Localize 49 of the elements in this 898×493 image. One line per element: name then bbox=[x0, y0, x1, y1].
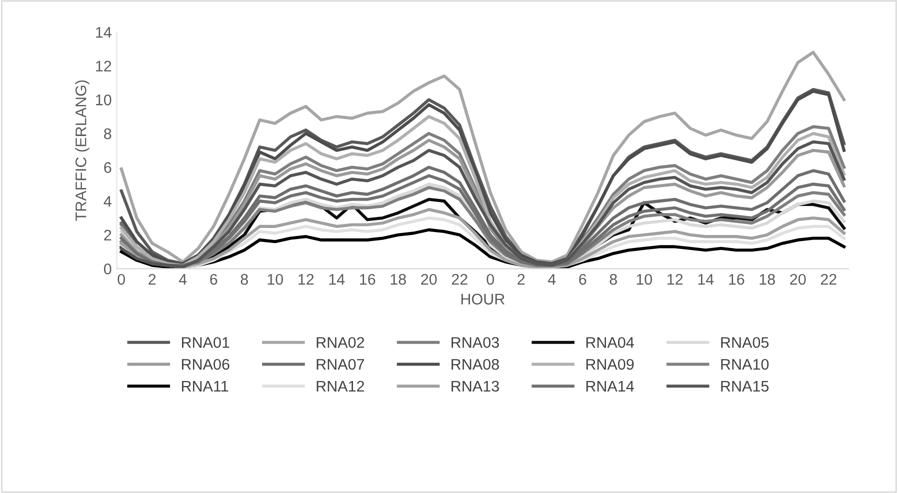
legend-label: RNA12 bbox=[316, 380, 364, 392]
legend-label: RNA04 bbox=[586, 337, 634, 348]
y-tick-label: 8 bbox=[104, 128, 112, 140]
y-tick-label: 10 bbox=[96, 94, 112, 106]
y-axis-title: TRAFFIC (ERLANG) bbox=[75, 80, 90, 221]
legend-label: RNA11 bbox=[182, 380, 228, 392]
legend-label: RNA13 bbox=[452, 380, 499, 392]
x-tick-label: 6 bbox=[210, 274, 218, 285]
x-tick-label: 2 bbox=[148, 274, 156, 285]
x-tick-label: 22 bbox=[452, 274, 468, 285]
x-tick-label: 0 bbox=[486, 274, 494, 285]
x-tick-label: 6 bbox=[579, 274, 586, 285]
x-tick-label: 20 bbox=[421, 274, 437, 285]
legend-label: RNA02 bbox=[316, 337, 364, 348]
x-tick-label: 22 bbox=[820, 274, 836, 285]
x-tick-label: 16 bbox=[729, 274, 744, 285]
x-axis-title: HOUR bbox=[461, 294, 504, 305]
y-tick-label: 2 bbox=[104, 230, 112, 240]
y-tick-label: 6 bbox=[104, 162, 112, 173]
x-tick-label: 0 bbox=[118, 274, 126, 285]
x-tick-label: 16 bbox=[360, 274, 376, 285]
x-tick-label: 10 bbox=[268, 274, 284, 285]
legend-label: RNA01 bbox=[182, 337, 230, 348]
legend-label: RNA08 bbox=[452, 358, 499, 370]
y-tick-label: 12 bbox=[96, 60, 112, 72]
y-tick-label: 14 bbox=[96, 27, 112, 38]
legend-label: RNA10 bbox=[721, 358, 769, 370]
x-tick-label: 20 bbox=[790, 274, 806, 285]
x-tick-label: 8 bbox=[610, 274, 617, 285]
x-tick-label: 12 bbox=[668, 274, 683, 285]
legend-label: RNA14 bbox=[586, 380, 634, 392]
x-tick-label: 8 bbox=[240, 274, 248, 285]
x-tick-label: 12 bbox=[298, 274, 314, 285]
legend-label: RNA05 bbox=[721, 337, 769, 348]
x-tick-label: 10 bbox=[636, 274, 652, 285]
x-tick-label: 14 bbox=[698, 274, 714, 285]
x-tick-label: 18 bbox=[760, 274, 775, 285]
y-tick-label: 0 bbox=[104, 264, 112, 274]
legend-label: RNA06 bbox=[182, 358, 230, 370]
y-tick-label: 4 bbox=[104, 196, 112, 207]
legend-label: RNA09 bbox=[586, 358, 634, 370]
x-tick-label: 14 bbox=[329, 274, 345, 285]
x-tick-label: 18 bbox=[390, 274, 406, 285]
x-tick-label: 2 bbox=[518, 274, 525, 285]
x-tick-label: 4 bbox=[178, 274, 187, 285]
legend-label: RNA03 bbox=[452, 337, 499, 348]
legend-label: RNA15 bbox=[721, 380, 769, 392]
legend-label: RNA07 bbox=[316, 358, 364, 370]
x-tick-label: 4 bbox=[548, 274, 556, 285]
